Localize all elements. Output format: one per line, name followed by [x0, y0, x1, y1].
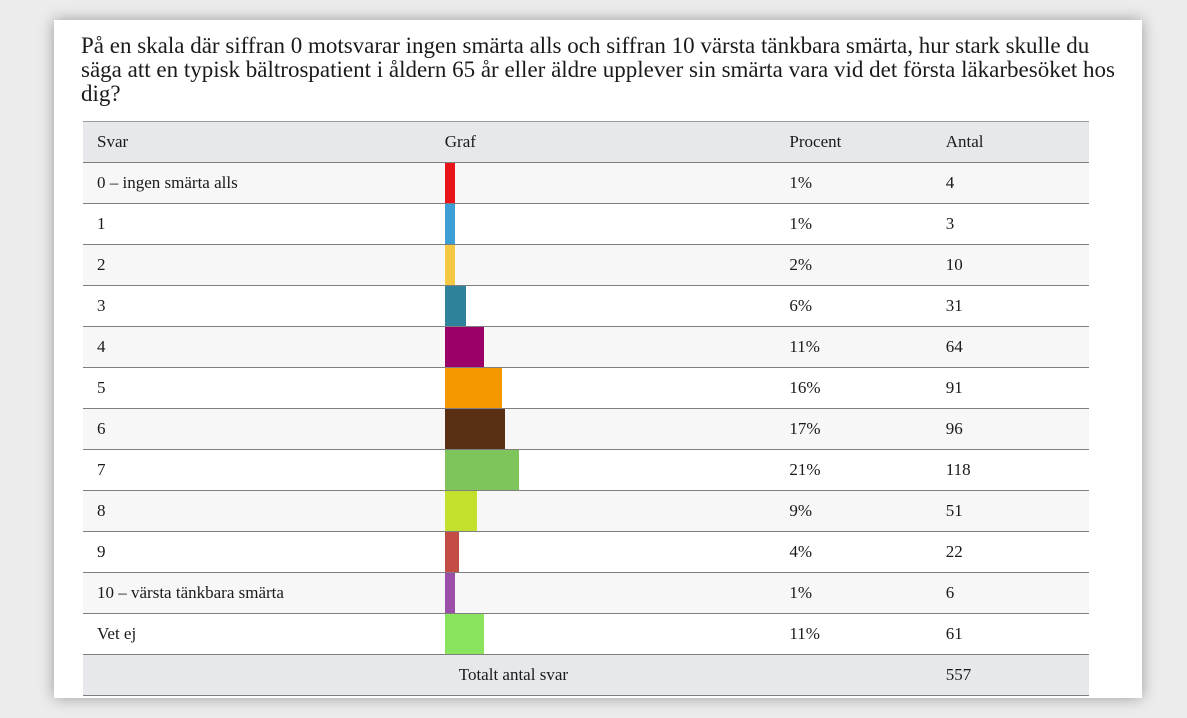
bar-mark — [444, 368, 502, 408]
row-label: 1 — [83, 203, 445, 245]
row-graf-cell — [444, 203, 790, 245]
row-label: 3 — [83, 285, 445, 327]
total-label: Totalt antal svar — [444, 654, 790, 696]
row-graf-cell — [444, 572, 790, 614]
row-percent: 6% — [789, 285, 946, 327]
table-row: 4 11% 64 — [83, 326, 1089, 368]
row-graf-cell — [444, 531, 790, 573]
table-row: 10 – värsta tänkbara smärta 1% 6 — [83, 572, 1089, 614]
bar-mark — [444, 245, 455, 285]
row-count: 31 — [945, 285, 1089, 327]
row-label: 0 – ingen smärta alls — [83, 162, 445, 204]
row-percent: 2% — [789, 244, 946, 286]
table-row: 2 2% 10 — [83, 244, 1089, 286]
row-count: 118 — [945, 449, 1089, 491]
row-label: 7 — [83, 449, 445, 491]
bar-mark — [444, 614, 484, 654]
row-graf-cell — [444, 244, 790, 286]
row-percent: 17% — [789, 408, 946, 450]
row-count: 61 — [945, 613, 1089, 655]
row-graf-cell — [444, 326, 790, 368]
table-row: 3 6% 31 — [83, 285, 1089, 327]
bar-mark — [444, 573, 455, 613]
row-percent: 4% — [789, 531, 946, 573]
row-label: 6 — [83, 408, 445, 450]
row-percent: 1% — [789, 162, 946, 204]
row-count: 22 — [945, 531, 1089, 573]
header-graf: Graf — [444, 121, 790, 163]
bar-mark — [444, 450, 520, 490]
row-count: 51 — [945, 490, 1089, 532]
table-row: 5 16% 91 — [83, 367, 1089, 409]
row-count: 10 — [945, 244, 1089, 286]
row-count: 6 — [945, 572, 1089, 614]
header-antal: Antal — [945, 121, 1089, 163]
row-percent: 21% — [789, 449, 946, 491]
row-graf-cell — [444, 449, 790, 491]
table-row: 8 9% 51 — [83, 490, 1089, 532]
row-graf-cell — [444, 162, 790, 204]
table-row: 0 – ingen smärta alls 1% 4 — [83, 162, 1089, 204]
row-percent: 9% — [789, 490, 946, 532]
row-count: 3 — [945, 203, 1089, 245]
table-row: 1 1% 3 — [83, 203, 1089, 245]
row-count: 64 — [945, 326, 1089, 368]
row-count: 91 — [945, 367, 1089, 409]
bar-mark — [444, 163, 455, 203]
bar-mark — [444, 204, 455, 244]
total-count: 557 — [945, 654, 1089, 696]
survey-card: På en skala där siffran 0 motsvarar inge… — [54, 20, 1142, 698]
bar-mark — [444, 327, 484, 367]
row-label: 9 — [83, 531, 445, 573]
row-graf-cell — [444, 490, 790, 532]
row-percent: 11% — [789, 613, 946, 655]
row-graf-cell — [444, 613, 790, 655]
row-percent: 11% — [789, 326, 946, 368]
row-percent: 16% — [789, 367, 946, 409]
row-label: 5 — [83, 367, 445, 409]
row-label: Vet ej — [83, 613, 445, 655]
row-label: 4 — [83, 326, 445, 368]
results-table: Svar Graf Procent Antal 0 – ingen smärta… — [83, 121, 1089, 696]
table-row: Vet ej 11% 61 — [83, 613, 1089, 655]
question-title: På en skala där siffran 0 motsvarar inge… — [81, 33, 1116, 106]
header-svar: Svar — [83, 121, 445, 163]
row-count: 4 — [945, 162, 1089, 204]
table-header-row: Svar Graf Procent Antal — [83, 121, 1089, 163]
row-graf-cell — [444, 408, 790, 450]
bar-mark — [444, 286, 467, 326]
row-label: 2 — [83, 244, 445, 286]
row-graf-cell — [444, 285, 790, 327]
row-graf-cell — [444, 367, 790, 409]
bar-mark — [444, 532, 459, 572]
row-percent: 1% — [789, 572, 946, 614]
row-label: 10 – värsta tänkbara smärta — [83, 572, 445, 614]
row-label: 8 — [83, 490, 445, 532]
table-row: 6 17% 96 — [83, 408, 1089, 450]
row-percent: 1% — [789, 203, 946, 245]
table-row: 7 21% 118 — [83, 449, 1089, 491]
header-procent: Procent — [789, 121, 946, 163]
bar-mark — [444, 409, 506, 449]
row-count: 96 — [945, 408, 1089, 450]
table-row: 9 4% 22 — [83, 531, 1089, 573]
total-row: Totalt antal svar 557 — [83, 654, 1089, 696]
bar-mark — [444, 491, 477, 531]
